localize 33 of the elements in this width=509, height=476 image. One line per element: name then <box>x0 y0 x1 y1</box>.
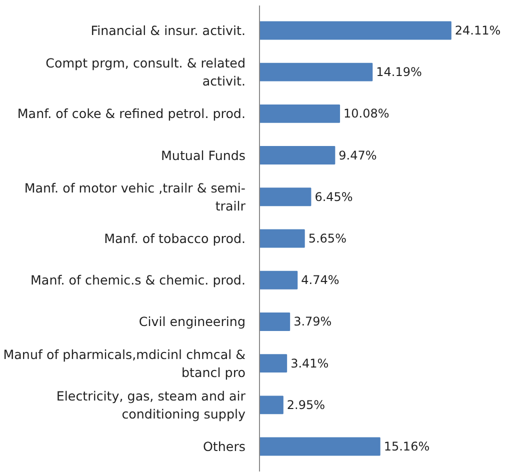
y-tick-label: Electricity, gas, steam and air conditioning supply <box>56 388 246 422</box>
bar <box>260 396 284 414</box>
data-label: 4.74% <box>301 273 340 288</box>
data-label: 2.95% <box>286 398 326 412</box>
bar <box>260 62 373 82</box>
data-label: 5.65% <box>308 232 346 246</box>
y-tick-label: Manf. of tobacco prod. <box>104 231 246 246</box>
data-label: 24.11% <box>454 23 501 38</box>
y-tick-label: Manuf of pharmicals,mdicinl chmcal & btancl pro <box>3 346 246 380</box>
bar <box>260 104 340 123</box>
bar <box>260 437 380 456</box>
bar <box>260 312 290 331</box>
bar <box>260 354 288 373</box>
y-tick-label: Civil engineering <box>138 314 246 330</box>
y-tick-label: Financial & insur. activit. <box>90 22 246 38</box>
data-label: 10.08% <box>344 106 390 121</box>
data-label: 3.41% <box>290 356 329 370</box>
data-label: 9.47% <box>338 148 377 162</box>
y-tick-label: Manf. of coke & refined petrol. prod. <box>17 106 246 122</box>
bar <box>260 146 336 165</box>
data-label: 3.79% <box>294 314 332 329</box>
y-tick-label: Mutual Funds <box>161 148 246 163</box>
y-tick-label: Manf. of chemic.s & chemic. prod. <box>30 272 246 288</box>
data-label: 6.45% <box>314 190 353 204</box>
data-label: 15.16% <box>384 440 430 454</box>
bar <box>260 21 452 40</box>
bar <box>260 188 312 206</box>
y-tick-label: Others <box>202 439 246 454</box>
bar <box>260 270 298 290</box>
data-label: 14.19% <box>376 65 422 80</box>
y-tick-label: Manf. of motor vehic ,trailr & semi-trailr <box>24 180 246 214</box>
y-tick-label: Compt prgm, consult. & related activit. <box>46 56 246 89</box>
bar <box>260 229 305 248</box>
